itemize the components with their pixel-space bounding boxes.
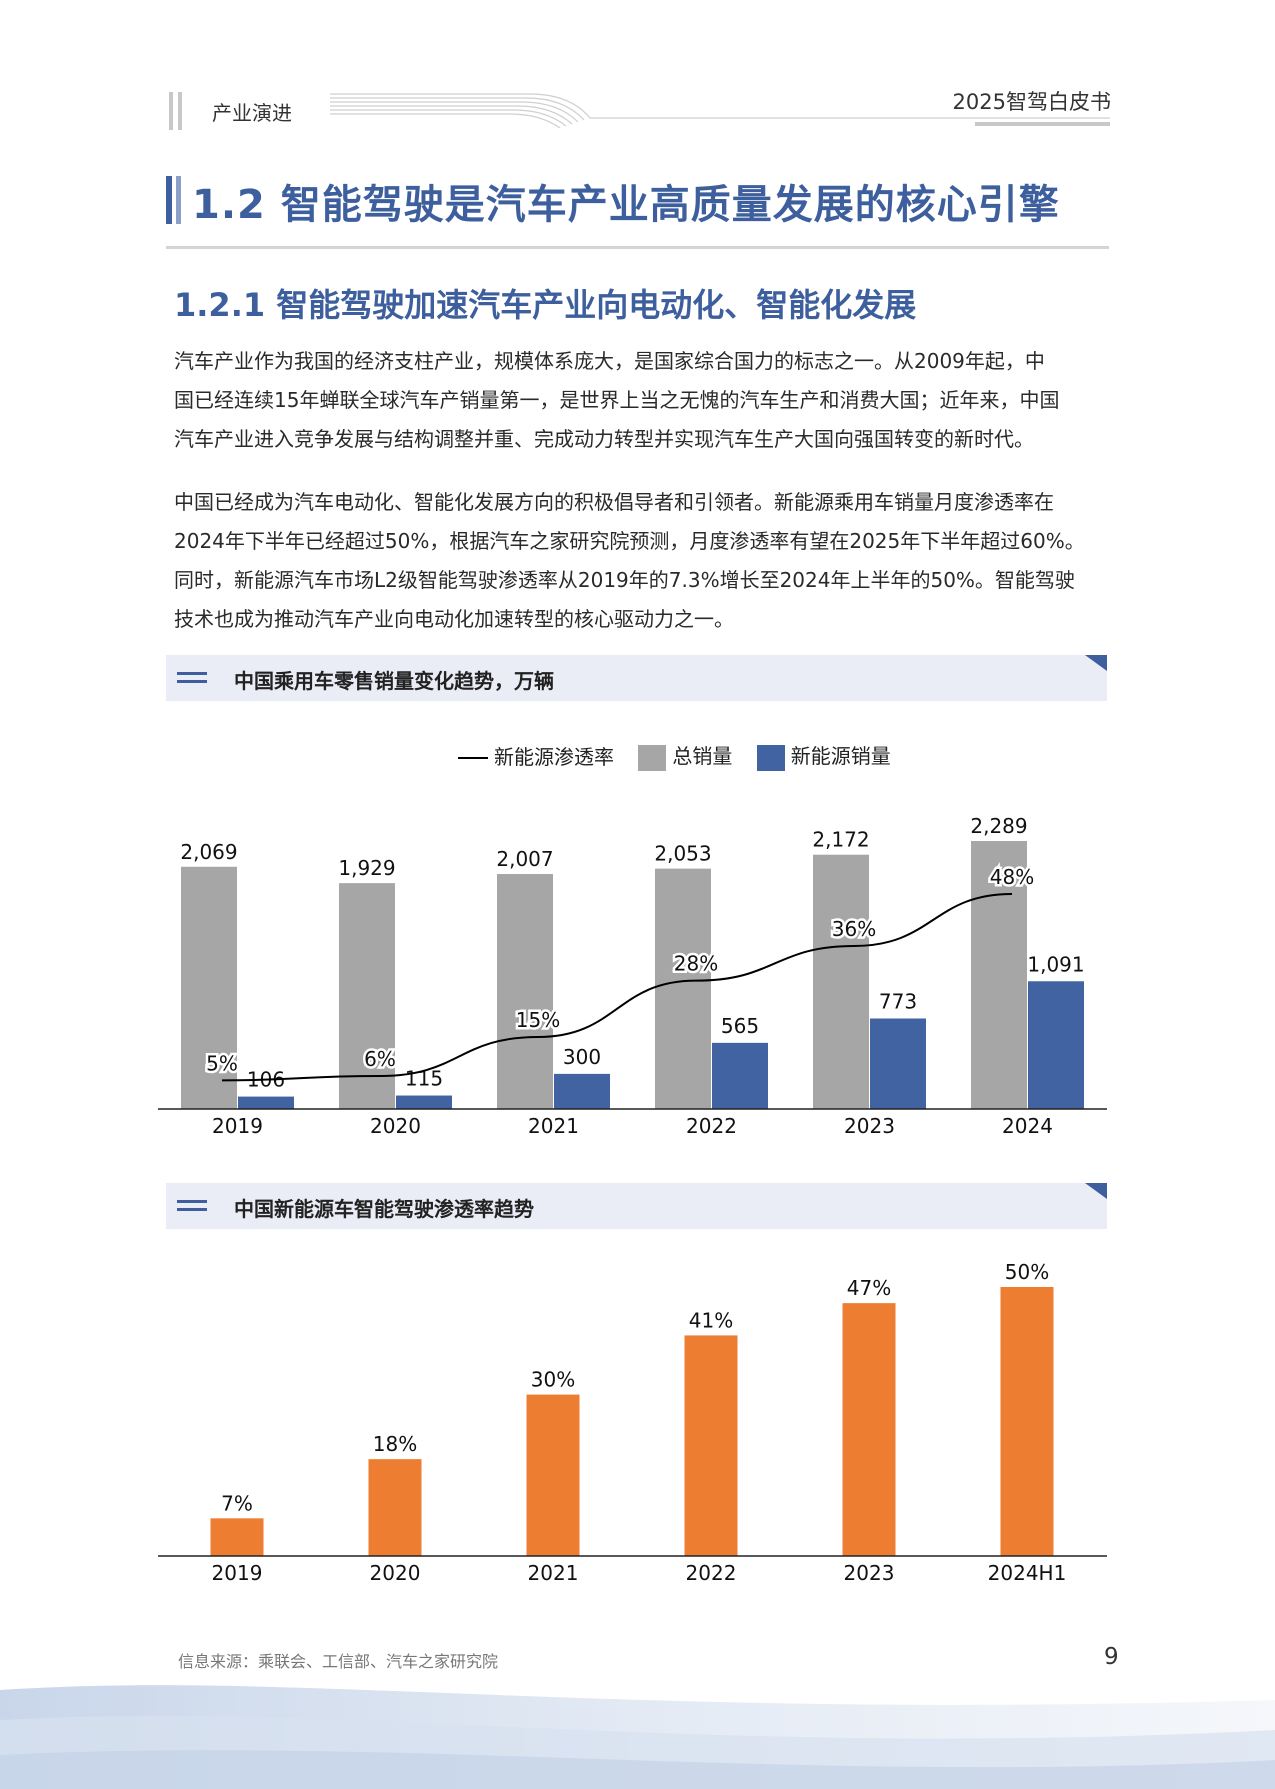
heading-divider <box>166 246 1109 249</box>
data-label: 18% <box>373 1432 417 1456</box>
x-tick-label: 2021 <box>528 1561 579 1585</box>
chart1-title: 中国乘用车零售销量变化趋势，万辆 <box>234 669 554 693</box>
bar-nev-sales <box>712 1042 768 1109</box>
chart2-adas-penetration: 7% 2019 18% 2020 30% 2021 41% 2022 47% 2023 50% 202… <box>158 1260 1107 1585</box>
corner-triangle-decoration <box>1085 655 1107 671</box>
bar-adas-penetration <box>1000 1287 1054 1556</box>
x-tick-label: 2020 <box>370 1114 421 1138</box>
list-lines-icon <box>177 1200 207 1212</box>
legend-item-nev: 新能源销量 <box>756 740 891 771</box>
data-label-penetration: 15% <box>516 1008 560 1032</box>
chart2-title: 中国新能源车智能驾驶渗透率趋势 <box>234 1197 534 1221</box>
legend-label: 新能源销量 <box>790 744 891 768</box>
data-label-nev: 115 <box>405 1067 443 1091</box>
data-label: 7% <box>221 1491 253 1515</box>
bar-total-sales <box>497 874 553 1109</box>
chart1-legend: 新能源渗透率 总销量 新能源销量 <box>458 740 909 771</box>
legend-item-penetration: 新能源渗透率 <box>458 741 614 770</box>
document-title: 2025智驾白皮书 <box>952 90 1111 114</box>
bar-adas-penetration <box>368 1459 422 1556</box>
paragraph-line: 汽车产业作为我国的经济支柱产业，规模体系庞大，是国家综合国力的标志之一。从200… <box>174 349 1045 373</box>
legend-label: 新能源渗透率 <box>494 744 614 769</box>
data-label-nev: 565 <box>721 1014 759 1038</box>
bar-total-sales <box>181 866 237 1109</box>
data-label-nev: 300 <box>563 1045 601 1069</box>
x-tick-label: 2023 <box>844 1561 895 1585</box>
legend-item-total: 总销量 <box>638 740 732 771</box>
line-nev-penetration <box>221 893 1013 1082</box>
paragraph-line: 技术也成为推动汽车产业向电动化加速转型的核心驱动力之一。 <box>174 607 734 631</box>
legend-blue-swatch <box>756 744 785 771</box>
paragraph-line: 2024年下半年已经超过50%，根据汽车之家研究院预测，月度渗透率有望在2025… <box>174 529 1085 553</box>
bar-total-sales <box>813 854 869 1109</box>
data-label-nev: 1,091 <box>1027 952 1084 976</box>
bar-adas-penetration <box>684 1335 738 1556</box>
legend-line-swatch <box>458 757 488 760</box>
data-label-nev: 773 <box>879 989 917 1013</box>
x-tick-label: 2019 <box>212 1561 263 1585</box>
data-label-penetration: 5% <box>206 1051 238 1075</box>
data-label-total: 2,069 <box>180 840 237 864</box>
bar-total-sales <box>655 868 711 1109</box>
section-heading: 1.2 智能驾驶是汽车产业高质量发展的核心引擎 <box>192 182 1060 228</box>
bar-nev-sales <box>870 1018 926 1109</box>
x-tick-label: 2024 <box>1002 1114 1053 1138</box>
x-tick-label: 2023 <box>844 1114 895 1138</box>
list-lines-icon <box>177 672 207 684</box>
paragraph-1: 汽车产业作为我国的经济支柱产业，规模体系庞大，是国家综合国力的标志之一。从200… <box>174 342 1104 459</box>
source-note: 信息来源：乘联会、工信部、汽车之家研究院 <box>178 1652 499 1671</box>
bar-adas-penetration <box>842 1303 896 1556</box>
bar-adas-penetration <box>210 1518 264 1556</box>
header-bars-decoration <box>169 92 183 130</box>
x-tick-label: 2022 <box>686 1114 737 1138</box>
data-label: 30% <box>531 1368 575 1392</box>
bar-nev-sales <box>238 1096 294 1109</box>
data-label: 47% <box>847 1276 891 1300</box>
data-label-penetration: 48% <box>990 865 1034 889</box>
bar-total-sales <box>339 883 395 1109</box>
subsection-heading: 1.2.1 智能驾驶加速汽车产业向电动化、智能化发展 <box>174 286 917 324</box>
legend-label: 总销量 <box>672 744 733 768</box>
bar-adas-penetration <box>526 1394 580 1556</box>
x-tick-label: 2019 <box>212 1114 263 1138</box>
paragraph-line: 中国已经成为汽车电动化、智能化发展方向的积极倡导者和引领者。新能源乘用车销量月度… <box>174 490 1054 514</box>
paragraph-line: 同时，新能源汽车市场L2级智能驾驶渗透率从2019年的7.3%增长至2024年上… <box>174 568 1075 592</box>
header-stripes-decoration <box>330 93 1110 128</box>
footer-wave-decoration <box>0 1685 1275 1789</box>
x-tick-label: 2020 <box>370 1561 421 1585</box>
data-label-total: 2,053 <box>654 842 711 866</box>
data-label-total: 1,929 <box>338 856 395 880</box>
paragraph-line: 国已经连续15年蝉联全球汽车产销量第一，是世界上当之无愧的汽车生产和消费大国；近… <box>174 388 1060 412</box>
x-tick-label: 2021 <box>528 1114 579 1138</box>
paragraph-2: 中国已经成为汽车电动化、智能化发展方向的积极倡导者和引领者。新能源乘用车销量月度… <box>174 483 1104 639</box>
page-number: 9 <box>1104 1644 1119 1670</box>
data-label: 41% <box>689 1308 733 1332</box>
paragraph-line: 汽车产业进入竞争发展与结构调整并重、完成动力转型并实现汽车生产大国向强国转变的新… <box>174 427 1034 451</box>
x-tick-label: 2022 <box>686 1561 737 1585</box>
data-label-total: 2,172 <box>812 828 869 852</box>
bar-nev-sales <box>1028 981 1084 1109</box>
data-label-penetration: 36% <box>832 917 876 941</box>
data-label-penetration: 28% <box>674 952 718 976</box>
data-label-penetration: 6% <box>364 1047 396 1071</box>
legend-gray-swatch <box>638 744 667 771</box>
bar-nev-sales <box>396 1095 452 1109</box>
bar-total-sales <box>971 841 1027 1109</box>
bar-nev-sales <box>554 1073 610 1109</box>
data-label: 50% <box>1005 1260 1049 1284</box>
chart2-title-bar: 中国新能源车智能驾驶渗透率趋势 <box>166 1183 1107 1229</box>
chart1-title-bar: 中国乘用车零售销量变化趋势，万辆 <box>166 655 1107 701</box>
x-tick-label: 2024H1 <box>988 1561 1067 1585</box>
data-label-total: 2,289 <box>970 814 1027 838</box>
heading-marker <box>166 176 184 224</box>
corner-triangle-decoration <box>1085 1183 1107 1199</box>
chart1-sales-trend: 2,06910620191,92911520202,00730020212,05… <box>158 814 1107 1138</box>
data-label-total: 2,007 <box>496 847 553 871</box>
header-section-label: 产业演进 <box>212 101 292 125</box>
